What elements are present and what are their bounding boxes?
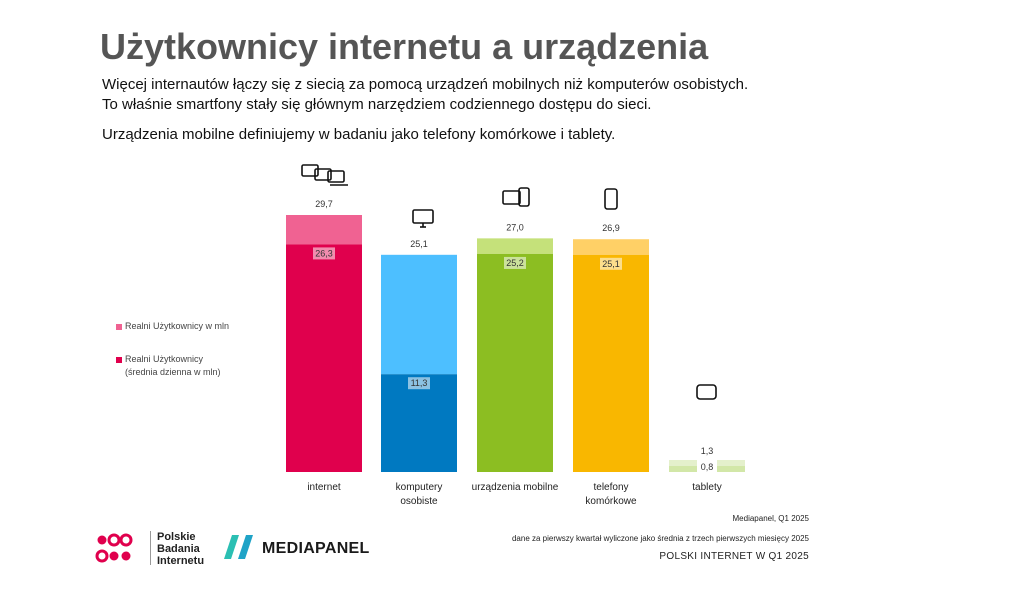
x-tick-label: osobiste xyxy=(400,496,438,507)
data-label-daily: 26,3 xyxy=(315,248,333,258)
data-label-total: 29,7 xyxy=(315,199,333,209)
source-line-1: Mediapanel, Q1 2025 xyxy=(732,514,810,523)
x-tick-label: komórkowe xyxy=(585,496,637,507)
pbi-logo-dot xyxy=(109,551,119,561)
data-label-total: 1,3 xyxy=(701,446,714,456)
legend-label-daily-line1: Realni Użytkownicy xyxy=(125,354,204,364)
phone-tablet-icon xyxy=(502,190,521,205)
pbi-logo-line1: Polskie xyxy=(157,531,196,543)
subtitle-line-3: Urządzenia mobilne definiujemy w badaniu… xyxy=(102,126,616,143)
page-title: Użytkownicy internetu a urządzenia xyxy=(100,26,709,67)
phone-tablet-icon xyxy=(518,187,530,207)
tablet-icon xyxy=(696,384,717,400)
bar-daily xyxy=(286,244,362,472)
devices-group-icon xyxy=(327,170,345,183)
bar-total xyxy=(573,239,649,255)
bar-total xyxy=(477,238,553,254)
footer-text: POLSKI INTERNET W Q1 2025 xyxy=(659,551,809,562)
mediapanel-logo-icon xyxy=(224,535,253,559)
legend-label-daily-line2: (średnia dzienna w mln) xyxy=(125,367,221,377)
bar-daily xyxy=(573,254,649,472)
data-label-total: 26,9 xyxy=(602,223,620,233)
smartphone-icon xyxy=(604,188,618,210)
desktop-icon xyxy=(412,209,434,224)
data-label-daily: 25,2 xyxy=(506,258,524,268)
x-tick-label: urządzenia mobilne xyxy=(472,482,559,493)
data-label-box xyxy=(504,256,526,269)
devices-group-icon xyxy=(314,168,332,181)
logo-divider xyxy=(150,531,151,565)
bar-daily xyxy=(669,466,697,472)
mediapanel-logo-text: MEDIAPANEL xyxy=(262,540,370,557)
data-label-total: 27,0 xyxy=(506,222,524,232)
bar-total xyxy=(717,460,745,466)
pbi-logo-line3: Internetu xyxy=(157,555,205,567)
source-line-2: dane za pierwszy kwartał wyliczone jako … xyxy=(511,534,809,543)
x-tick-label: internet xyxy=(307,482,341,493)
data-label-daily: 25,1 xyxy=(602,259,620,269)
devices-group-icon xyxy=(301,164,319,177)
bar-total xyxy=(669,460,697,466)
pbi-logo-text: Polskie Badania Internetu xyxy=(157,531,204,567)
data-label-box xyxy=(313,247,335,260)
data-label-total: 25,1 xyxy=(410,239,428,249)
pbi-logo-dot xyxy=(121,551,131,561)
legend-label-daily: Realni Użytkownicy (średnia dzienna w ml… xyxy=(125,353,221,379)
bar-daily xyxy=(477,253,553,472)
data-label-box xyxy=(408,377,430,390)
pbi-logo-icon xyxy=(95,533,133,563)
bar-total xyxy=(286,215,362,245)
x-tick-label: telefony xyxy=(593,482,628,493)
x-tick-label: tablety xyxy=(692,482,721,493)
subtitle-line-1: Więcej internautów łączy się z siecią za… xyxy=(102,76,749,93)
data-label-box xyxy=(600,257,622,270)
pbi-logo-line2: Badania xyxy=(157,543,200,555)
bar-daily xyxy=(717,466,745,472)
pbi-logo-dot xyxy=(107,533,121,547)
legend-label-total: Realni Użytkownicy w mln xyxy=(125,321,230,331)
pbi-logo-dot xyxy=(119,533,133,547)
data-label-daily: 11,3 xyxy=(411,378,428,388)
legend-swatch-daily xyxy=(116,357,122,363)
legend-swatch-total xyxy=(116,324,122,330)
pbi-logo-dot xyxy=(95,549,109,563)
bar-daily xyxy=(381,374,457,472)
data-label-daily: 0,8 xyxy=(701,462,714,472)
subtitle-line-2: To właśnie smartfony stały się głównym n… xyxy=(102,96,652,113)
pbi-logo-dot xyxy=(97,535,107,545)
bar-total xyxy=(381,254,457,375)
x-tick-label: komputery xyxy=(396,482,443,493)
